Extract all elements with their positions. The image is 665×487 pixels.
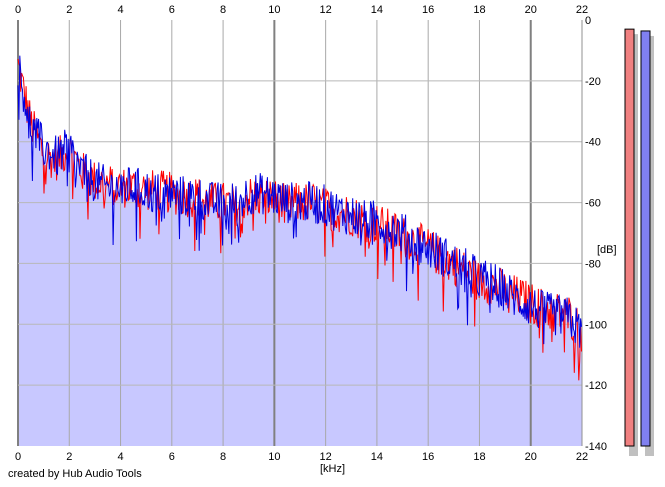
y-tick-label: 0	[585, 15, 591, 27]
x-tick-label-bottom: 8	[220, 451, 226, 463]
y-tick-label: -20	[585, 76, 601, 88]
x-tick-label-bottom: 12	[320, 451, 332, 463]
x-tick-label-top: 16	[422, 4, 434, 16]
x-tick-label-bottom: 4	[117, 451, 123, 463]
x-tick-label-bottom: 6	[169, 451, 175, 463]
x-tick-label-top: 0	[15, 4, 21, 16]
level-meter-right	[640, 30, 651, 447]
x-tick-label-top: 2	[66, 4, 72, 16]
x-tick-label-bottom: 20	[525, 451, 537, 463]
x-tick-label-bottom: 14	[371, 451, 383, 463]
y-tick-label: -100	[585, 319, 607, 331]
x-tick-label-bottom: 10	[268, 451, 280, 463]
spectrum-fill-area	[18, 55, 582, 446]
x-tick-label-top: 6	[169, 4, 175, 16]
x-tick-label-bottom: 22	[576, 451, 588, 463]
y-tick-label: -140	[585, 441, 607, 453]
y-axis-label: [dB]	[597, 244, 617, 256]
x-tick-label-bottom: 18	[473, 451, 485, 463]
series-line-right	[17, 55, 582, 348]
x-tick-label-top: 8	[220, 4, 226, 16]
x-axis-label: [kHz]	[320, 463, 345, 475]
x-tick-label-top: 4	[117, 4, 123, 16]
y-tick-label: -80	[585, 258, 601, 270]
x-tick-label-top: 20	[525, 4, 537, 16]
y-tick-label: -60	[585, 198, 601, 210]
credit-text: created by Hub Audio Tools	[8, 468, 142, 480]
x-tick-label-top: 18	[473, 4, 485, 16]
x-tick-label-bottom: 2	[66, 451, 72, 463]
y-tick-label: -40	[585, 137, 601, 149]
y-tick-label: -120	[585, 380, 607, 392]
level-meter-left	[624, 28, 635, 447]
x-tick-label-top: 14	[371, 4, 383, 16]
x-tick-label-bottom: 0	[15, 451, 21, 463]
x-tick-label-top: 10	[268, 4, 280, 16]
x-tick-label-bottom: 16	[422, 451, 434, 463]
x-tick-label-top: 12	[320, 4, 332, 16]
x-tick-label-top: 22	[576, 4, 588, 16]
